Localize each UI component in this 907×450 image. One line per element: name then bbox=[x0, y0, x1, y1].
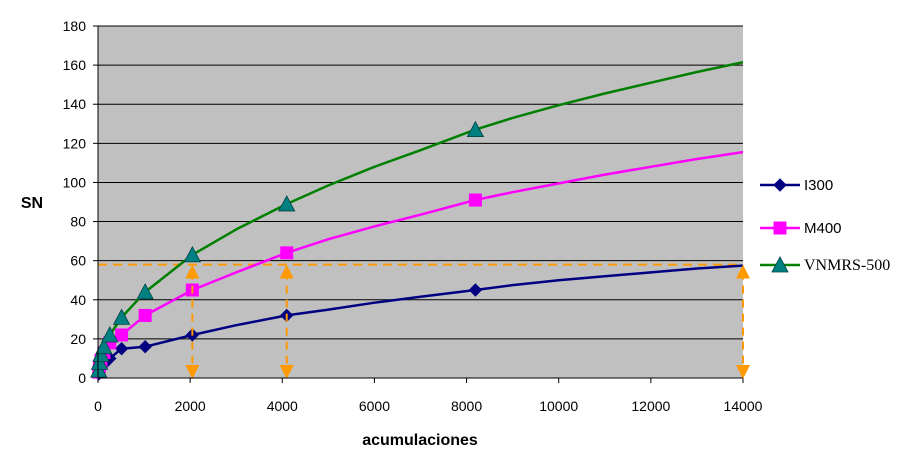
gridlines bbox=[98, 25, 743, 340]
legend-label: VNMRS-500 bbox=[804, 257, 890, 274]
y-tick-label: 0 bbox=[78, 370, 86, 386]
data-point-m400 bbox=[115, 328, 129, 342]
data-point-vnmrs-500 bbox=[101, 326, 119, 343]
x-tick-label: 4000 bbox=[267, 398, 298, 414]
y-tick-label: 140 bbox=[63, 96, 87, 112]
data-point-vnmrs-500 bbox=[112, 308, 131, 325]
x-tick-label: 2000 bbox=[175, 398, 206, 414]
y-tick-label: 20 bbox=[70, 331, 86, 347]
data-point-vnmrs-500 bbox=[136, 283, 154, 300]
data-point-vnmrs-500 bbox=[95, 337, 113, 355]
legend: I300 M400 VNMRS-500 bbox=[760, 177, 890, 274]
data-point-i300 bbox=[468, 283, 483, 297]
data-point-vnmrs-500 bbox=[278, 195, 296, 212]
legend-label: I300 bbox=[804, 177, 833, 194]
data-point-m400 bbox=[138, 308, 152, 322]
x-tick-label: 6000 bbox=[359, 398, 390, 414]
data-point-m400 bbox=[468, 193, 482, 207]
y-axis: 0 20 40 60 80 100 120 140 160 180 bbox=[63, 18, 98, 386]
data-point-vnmrs-500 bbox=[183, 245, 202, 263]
plot-area bbox=[98, 26, 743, 378]
y-axis-title: SN bbox=[21, 195, 43, 212]
x-axis: 0 2000 4000 6000 8000 10000 12000 14000 bbox=[94, 378, 763, 414]
legend-label: M400 bbox=[804, 220, 842, 237]
legend-marker bbox=[773, 178, 787, 192]
x-tick-label: 14000 bbox=[724, 398, 763, 414]
y-tick-label: 160 bbox=[63, 57, 87, 73]
y-tick-label: 180 bbox=[63, 18, 87, 34]
legend-marker bbox=[773, 221, 787, 235]
y-tick-label: 100 bbox=[63, 174, 87, 190]
x-tick-label: 10000 bbox=[539, 398, 578, 414]
x-tick-label: 8000 bbox=[451, 398, 482, 414]
reference-arrows bbox=[185, 264, 750, 379]
data-point-m400 bbox=[280, 246, 294, 260]
y-tick-label: 120 bbox=[63, 135, 87, 151]
y-tick-label: 80 bbox=[70, 214, 86, 230]
y-tick-label: 60 bbox=[70, 253, 86, 269]
x-axis-title: acumulaciones bbox=[362, 432, 478, 449]
data-point-vnmrs-500 bbox=[466, 120, 485, 138]
data-point-i300 bbox=[138, 340, 152, 354]
legend-marker bbox=[771, 256, 789, 273]
y-tick-label: 40 bbox=[70, 292, 86, 308]
x-tick-label: 12000 bbox=[631, 398, 670, 414]
data-point-i300 bbox=[114, 341, 129, 356]
x-tick-label: 0 bbox=[94, 398, 102, 414]
